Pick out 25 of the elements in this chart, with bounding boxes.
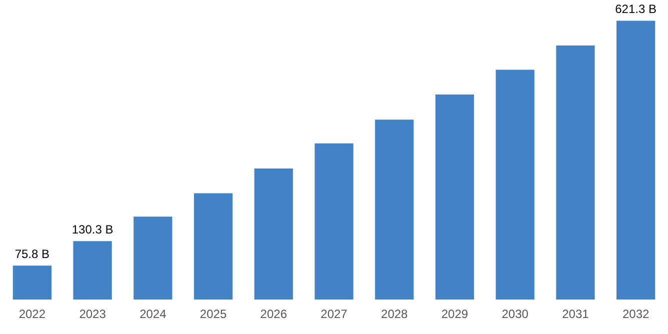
- x-tick-label: 2030: [502, 307, 529, 322]
- bar: [73, 241, 112, 300]
- x-tick-label: 2027: [320, 307, 348, 322]
- bar: [496, 70, 534, 300]
- bar: [375, 120, 414, 300]
- bar: [314, 143, 354, 300]
- x-tick-label: 2029: [441, 307, 468, 322]
- bar: [616, 20, 656, 300]
- data-label: 130.3 B: [72, 222, 114, 236]
- bar: [556, 46, 595, 300]
- x-tick-label: 2031: [562, 307, 590, 322]
- bar: [435, 94, 474, 300]
- x-tick-label: 2028: [381, 307, 408, 322]
- x-tick-label: 2025: [200, 307, 227, 322]
- x-tick-label: 2032: [622, 307, 650, 322]
- x-tick-label: 2022: [18, 307, 46, 322]
- bar: [194, 193, 233, 300]
- bar: [254, 168, 293, 300]
- data-label: 621.3 B: [615, 2, 657, 16]
- data-label: 75.8 B: [14, 246, 50, 261]
- x-tick-label: 2024: [140, 307, 167, 322]
- bar: [12, 266, 52, 300]
- x-tick-label: 2026: [260, 307, 288, 322]
- bar: [134, 216, 172, 300]
- x-tick-label: 2023: [79, 307, 106, 322]
